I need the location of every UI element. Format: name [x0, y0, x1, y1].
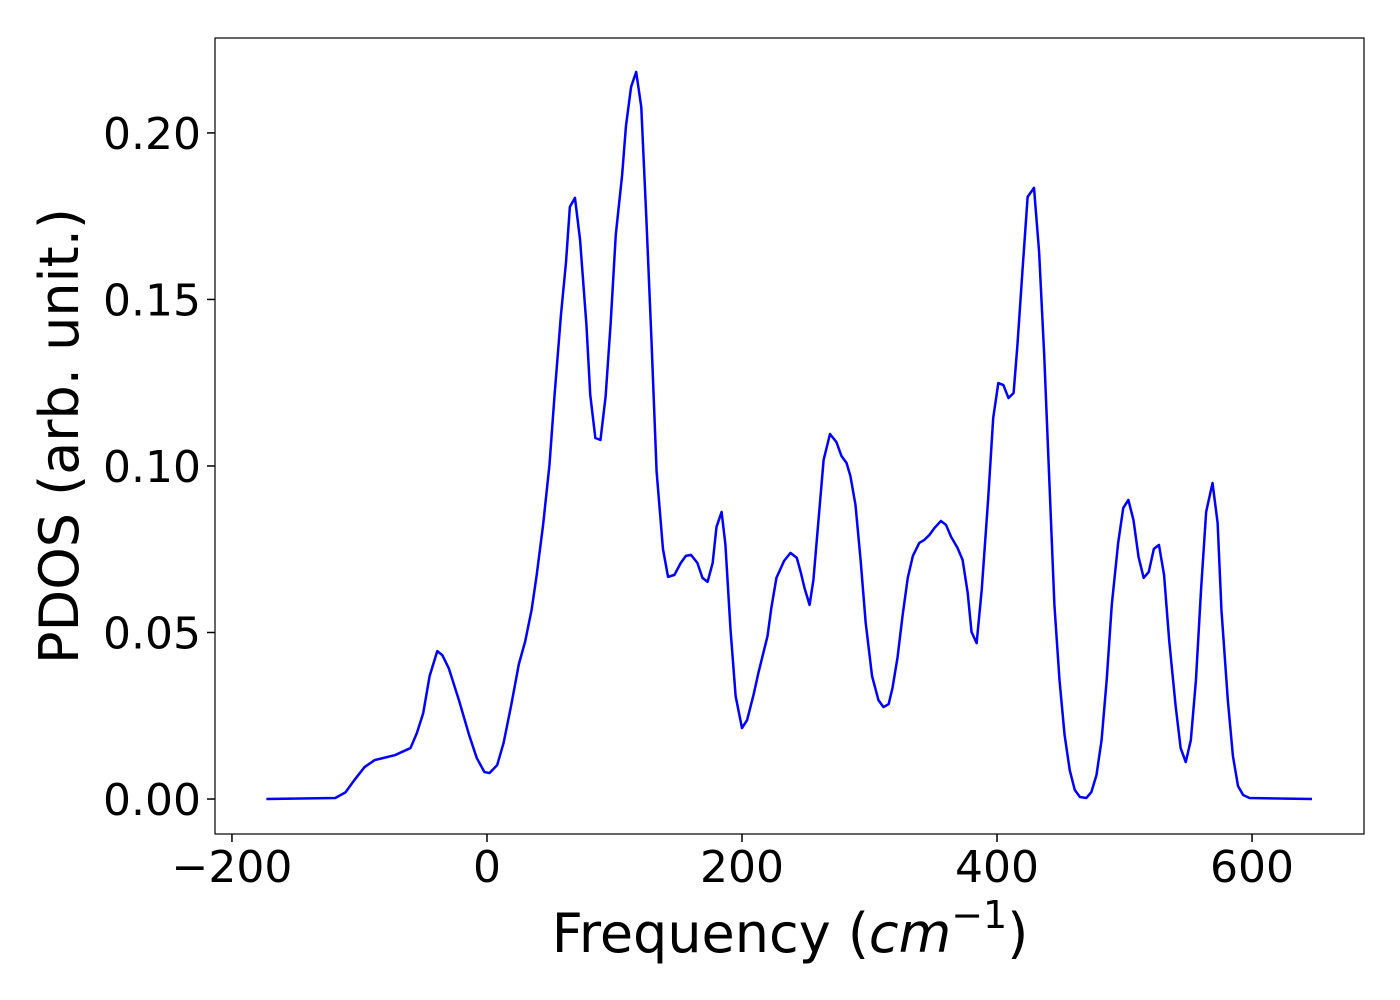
y-tick-label: 0.10	[103, 442, 201, 493]
x-label-unit: cm	[869, 902, 951, 965]
plot-frame	[214, 37, 1365, 835]
x-tick-label: 200	[700, 842, 784, 893]
x-label-close: )	[1007, 902, 1028, 965]
x-tick-label: 600	[1210, 842, 1294, 893]
x-tick-label: 400	[955, 842, 1039, 893]
y-tick-label: 0.20	[103, 109, 201, 160]
x-label-exponent: −1	[951, 893, 1007, 937]
x-axis-label: Frequency (cm−1)	[552, 893, 1029, 965]
x-label-text: Frequency (	[552, 902, 869, 965]
y-axis-label: PDOS (arb. unit.)	[28, 208, 91, 664]
y-tick-label: 0.05	[103, 609, 201, 660]
y-tick-label: 0.15	[103, 275, 201, 326]
x-tick-label: 0	[473, 842, 501, 893]
x-tick-label: −200	[172, 842, 293, 893]
line-series	[266, 70, 1313, 801]
y-tick-label: 0.00	[103, 775, 201, 826]
